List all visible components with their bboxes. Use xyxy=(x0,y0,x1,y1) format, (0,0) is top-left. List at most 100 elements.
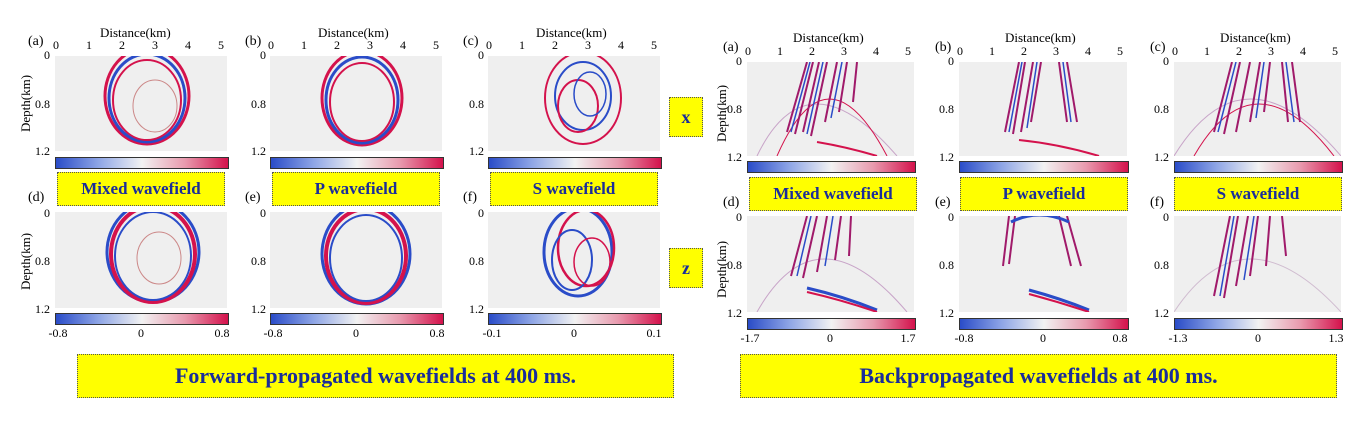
x-tick: 5 xyxy=(651,38,657,52)
x-tick: 4 xyxy=(400,38,406,52)
y-tick: 0 xyxy=(44,206,50,220)
x-tick: 5 xyxy=(1332,44,1338,58)
y-tick: 1.2 xyxy=(251,144,266,158)
colorbar-min: -0.8 xyxy=(954,331,974,345)
x-tick: 1 xyxy=(989,44,995,58)
x-tick: 0 xyxy=(1172,44,1178,58)
y-tick: 0.8 xyxy=(727,258,742,272)
panel-label: (d) xyxy=(723,195,740,210)
y-tick: 0 xyxy=(948,54,954,68)
colorbar-mid: 0 xyxy=(1040,331,1046,345)
x-tick: 1 xyxy=(301,38,307,52)
distance-axis-title: Distance(km) xyxy=(793,30,864,45)
colorbar xyxy=(488,313,662,325)
y-tick: 1.2 xyxy=(939,306,954,320)
y-tick: 1.2 xyxy=(727,150,742,164)
panel-label: (b) xyxy=(935,40,952,55)
y-tick: 1.2 xyxy=(251,302,266,316)
y-tick: 1.2 xyxy=(1154,306,1169,320)
x-tick: 1 xyxy=(1204,44,1210,58)
y-tick: 0 xyxy=(948,210,954,224)
x-tick: 4 xyxy=(1085,44,1091,58)
y-tick: 1.2 xyxy=(469,302,484,316)
colorbar xyxy=(270,157,444,169)
colorbar xyxy=(747,318,916,330)
x-tick: 2 xyxy=(119,38,125,52)
p-wavefield-label: P wavefield xyxy=(960,177,1128,211)
colorbar xyxy=(959,318,1129,330)
colorbar-min: -0.8 xyxy=(263,326,283,340)
y-tick: 1.2 xyxy=(35,144,50,158)
colorbar-min: -0.8 xyxy=(48,326,68,340)
y-tick: 0 xyxy=(260,206,266,220)
wavefield-plot xyxy=(270,56,442,151)
mixed-wavefield-label: Mixed wavefield xyxy=(57,172,225,206)
y-tick: 0.8 xyxy=(469,97,484,111)
panel-label: (f) xyxy=(1150,195,1164,210)
colorbar-mid: 0 xyxy=(827,331,833,345)
x-tick: 3 xyxy=(367,38,373,52)
y-tick: 0 xyxy=(44,48,50,62)
wavefield-plot xyxy=(959,216,1127,312)
colorbar xyxy=(1174,318,1343,330)
distance-axis-title: Distance(km) xyxy=(318,25,389,40)
colorbar-max: 0.8 xyxy=(214,326,230,340)
x-tick: 0 xyxy=(486,38,492,52)
colorbar-mid: 0 xyxy=(138,326,144,340)
colorbar xyxy=(1174,161,1343,173)
panel-label: (a) xyxy=(28,34,44,49)
p-wavefield-label: P wavefield xyxy=(272,172,440,206)
colorbar xyxy=(959,161,1129,173)
y-tick: 0.8 xyxy=(1154,258,1169,272)
panel-label: (c) xyxy=(463,34,479,49)
y-tick: 0 xyxy=(478,48,484,62)
colorbar-max: 0.8 xyxy=(429,326,445,340)
x-tick: 4 xyxy=(873,44,879,58)
x-tick: 3 xyxy=(585,38,591,52)
distance-axis-title: Distance(km) xyxy=(100,25,171,40)
x-tick: 1 xyxy=(777,44,783,58)
y-tick: 0 xyxy=(478,206,484,220)
colorbar-max: 1.3 xyxy=(1328,331,1344,345)
colorbar-min: -1.3 xyxy=(1168,331,1188,345)
colorbar-max: 1.7 xyxy=(900,331,916,345)
wavefield-plot xyxy=(55,212,227,308)
y-tick: 0.8 xyxy=(251,254,266,268)
y-tick: 0.8 xyxy=(727,102,742,116)
mixed-wavefield-label: Mixed wavefield xyxy=(749,177,917,211)
colorbar-min: -1.7 xyxy=(740,331,760,345)
panel-label: (a) xyxy=(723,40,739,55)
y-tick: 0 xyxy=(260,48,266,62)
colorbar xyxy=(55,313,229,325)
s-wavefield-label: S wavefield xyxy=(490,172,658,206)
colorbar-max: 0.8 xyxy=(1112,331,1128,345)
s-wavefield-label: S wavefield xyxy=(1174,177,1342,211)
y-tick: 0.8 xyxy=(469,254,484,268)
y-tick: 0.8 xyxy=(35,97,50,111)
backward-caption: Backpropagated wavefields at 400 ms. xyxy=(740,354,1337,398)
component-z-label: z xyxy=(669,248,703,288)
wavefield-plot xyxy=(488,56,660,151)
x-tick: 0 xyxy=(957,44,963,58)
y-tick: 1.2 xyxy=(35,302,50,316)
x-tick: 0 xyxy=(745,44,751,58)
x-tick: 5 xyxy=(905,44,911,58)
y-tick: 1.2 xyxy=(727,306,742,320)
x-tick: 3 xyxy=(152,38,158,52)
y-tick: 0.8 xyxy=(939,102,954,116)
colorbar xyxy=(488,157,662,169)
wavefield-plot xyxy=(747,216,914,312)
x-tick: 2 xyxy=(1021,44,1027,58)
panel-label: (f) xyxy=(463,190,477,205)
wavefield-plot xyxy=(747,62,914,156)
x-tick: 2 xyxy=(1236,44,1242,58)
colorbar xyxy=(55,157,229,169)
colorbar xyxy=(270,313,444,325)
panel-label: (d) xyxy=(28,190,45,205)
x-tick: 2 xyxy=(809,44,815,58)
colorbar-min: -0.1 xyxy=(482,326,502,340)
y-tick: 0.8 xyxy=(251,97,266,111)
x-tick: 2 xyxy=(334,38,340,52)
x-tick: 0 xyxy=(268,38,274,52)
y-tick: 0 xyxy=(736,210,742,224)
